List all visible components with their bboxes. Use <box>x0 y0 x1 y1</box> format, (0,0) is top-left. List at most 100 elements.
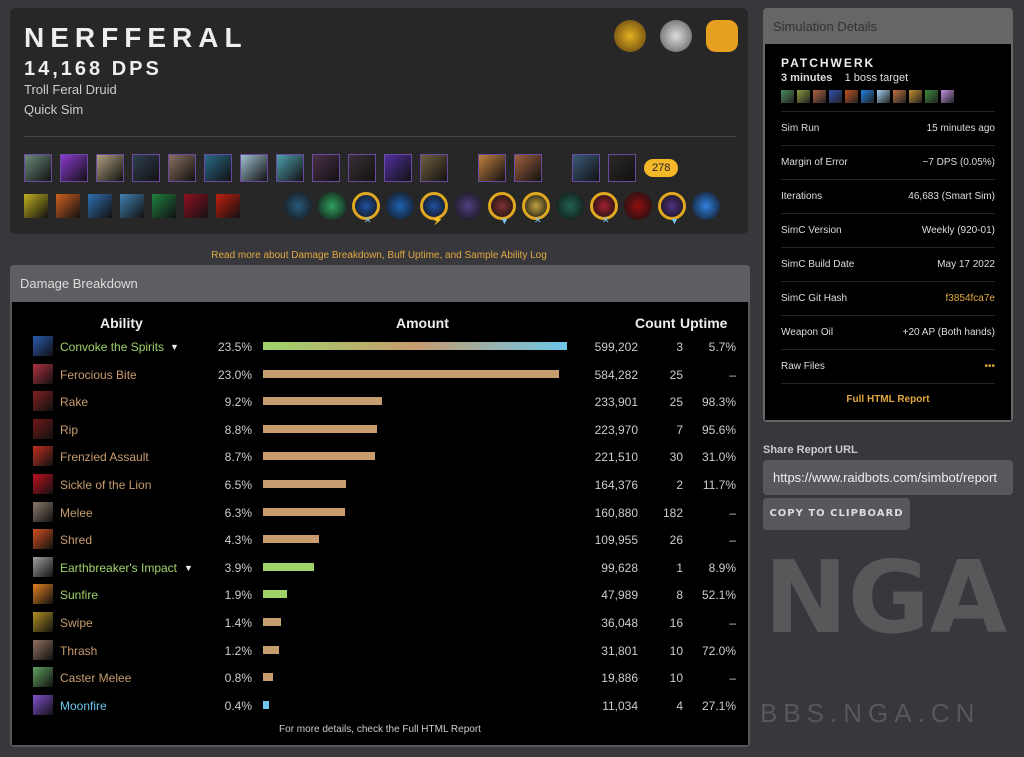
ability-percent: 23.0% <box>217 367 252 382</box>
soulbind-node-icon[interactable]: ✕ <box>352 192 380 225</box>
ability-name[interactable]: Shred <box>60 533 93 548</box>
ability-name[interactable]: Sunfire <box>60 588 99 603</box>
ability-name[interactable]: Earthbreaker's Impact <box>60 560 178 575</box>
table-row[interactable]: Sickle of the Lion 6.5% 164,376 2 11.7% <box>12 472 748 499</box>
read-more-link[interactable]: Read more about Damage Breakdown, Buff U… <box>211 250 547 261</box>
table-row[interactable]: Rip 8.8% 223,970 7 95.6% <box>12 417 748 444</box>
soulbind-node-icon[interactable]: ✕ <box>590 192 618 225</box>
ability-name[interactable]: Caster Melee <box>60 671 132 686</box>
ability-name[interactable]: Rip <box>60 422 79 437</box>
talent-icon[interactable] <box>120 194 144 218</box>
talent-icon[interactable] <box>184 194 208 218</box>
talent-icon[interactable] <box>152 194 176 218</box>
soulbind-node-icon[interactable] <box>284 192 312 220</box>
gear-item-icon[interactable] <box>348 154 376 182</box>
ability-uptime: 8.9% <box>708 560 736 575</box>
ability-name[interactable]: Melee <box>60 505 93 520</box>
share-url-input[interactable] <box>763 460 1013 495</box>
soulbind-node-icon[interactable] <box>692 192 720 220</box>
ability-name[interactable]: Moonfire <box>60 698 107 713</box>
talent-icon[interactable] <box>216 194 240 218</box>
soulbind-node-icon[interactable] <box>454 192 482 220</box>
ability-percent: 8.8% <box>224 422 252 437</box>
ability-name[interactable]: Convoke the Spirits <box>60 340 165 354</box>
sim-type: Quick Sim <box>24 102 84 117</box>
gear-item-icon[interactable] <box>96 154 124 182</box>
soulbind-node-icon[interactable]: ✕ <box>522 192 550 225</box>
soulbind-node-icon[interactable] <box>386 192 414 220</box>
gear-item-icon[interactable] <box>24 154 52 182</box>
table-row[interactable]: Convoke the Spirits ▼ 23.5% 599,202 3 5.7% <box>12 334 748 361</box>
gear-item-icon[interactable] <box>514 154 542 182</box>
ability-amount: 19,886 <box>601 671 638 686</box>
ability-uptime: 95.6% <box>701 422 736 437</box>
table-row[interactable]: Ferocious Bite 23.0% 584,282 25 – <box>12 362 748 389</box>
table-row[interactable]: Moonfire 0.4% 11,034 4 27.1% <box>12 693 748 720</box>
talent-icon[interactable] <box>56 194 80 218</box>
sim-detail-row: Raw Files ••• <box>781 350 995 384</box>
copy-to-clipboard-button[interactable]: COPY TO CLIPBOARD <box>763 498 910 530</box>
gear-item-icon[interactable] <box>168 154 196 182</box>
ability-name[interactable]: Swipe <box>60 616 93 630</box>
detail-value: +20 AP (Both hands) <box>902 327 995 338</box>
gear-item-icon[interactable] <box>312 154 340 182</box>
gear-item-icon[interactable] <box>240 154 268 182</box>
damage-bar <box>263 673 274 682</box>
ability-count: 3 <box>676 340 683 354</box>
ability-count: 25 <box>669 367 683 382</box>
ability-icon <box>33 584 53 605</box>
gear-item-icon[interactable] <box>420 154 448 182</box>
ability-amount: 11,034 <box>602 698 638 713</box>
gear-item-icon[interactable] <box>608 154 636 182</box>
ability-icon <box>33 612 53 632</box>
ability-name[interactable]: Frenzied Assault <box>60 450 149 465</box>
detail-value[interactable]: ••• <box>984 361 995 372</box>
gear-item-icon[interactable] <box>276 154 304 182</box>
expand-caret-icon[interactable]: ▼ <box>184 562 193 573</box>
character-spec: Troll Feral Druid <box>24 82 117 97</box>
ability-name[interactable]: Rake <box>60 395 89 410</box>
gear-item-icon[interactable] <box>572 154 600 182</box>
gear-item-icon[interactable] <box>60 154 88 182</box>
ability-name[interactable]: Thrash <box>60 643 98 658</box>
buff-icon <box>797 90 810 103</box>
table-row[interactable]: Earthbreaker's Impact ▼ 3.9% 99,628 1 8.9% <box>12 555 748 582</box>
table-row[interactable]: Rake 9.2% 233,901 25 98.3% <box>12 389 748 416</box>
expand-caret-icon[interactable]: ▼ <box>170 342 179 352</box>
gear-item-icon[interactable] <box>384 154 412 182</box>
gear-item-icon[interactable] <box>478 154 506 182</box>
ability-icon <box>33 363 53 384</box>
damage-bar <box>263 618 282 626</box>
talent-icon[interactable] <box>24 194 48 218</box>
table-row[interactable]: Shred 4.3% 109,955 26 – <box>12 527 748 554</box>
armory-icon[interactable] <box>660 20 692 52</box>
soulbind-node-icon[interactable] <box>624 192 652 220</box>
ability-percent: 3.9% <box>224 560 252 575</box>
ability-amount: 36,048 <box>601 616 638 630</box>
table-row[interactable]: Caster Melee 0.8% 19,886 10 – <box>12 665 748 692</box>
gear-item-icon[interactable] <box>204 154 232 182</box>
ability-name[interactable]: Sickle of the Lion <box>60 478 152 492</box>
raidbots-icon[interactable] <box>706 20 738 52</box>
table-row[interactable]: Sunfire 1.9% 47,989 8 52.1% <box>12 582 748 609</box>
buff-icon <box>813 90 826 103</box>
wow-logo-icon[interactable] <box>614 20 646 52</box>
detail-value[interactable]: f3854fca7e <box>945 293 996 304</box>
ability-icon <box>33 418 53 439</box>
soulbind-node-icon[interactable]: ▼ <box>658 192 686 226</box>
table-row[interactable]: Swipe 1.4% 36,048 16 – <box>12 610 748 637</box>
soulbind-node-icon[interactable]: ▼ <box>488 192 516 226</box>
soulbind-node-icon[interactable] <box>318 192 346 220</box>
ability-icon <box>33 694 53 715</box>
damage-bar <box>263 452 376 461</box>
soulbind-node-icon[interactable]: ⚡ <box>420 192 448 225</box>
table-row[interactable]: Frenzied Assault 8.7% 221,510 30 31.0% <box>12 444 748 471</box>
soulbind-node-icon[interactable] <box>556 192 584 220</box>
ability-name[interactable]: Ferocious Bite <box>60 367 137 382</box>
talent-icon[interactable] <box>88 194 112 218</box>
table-row[interactable]: Thrash 1.2% 31,801 10 72.0% <box>12 638 748 665</box>
gear-item-icon[interactable] <box>132 154 160 182</box>
table-row[interactable]: Melee 6.3% 160,880 182 – <box>12 500 748 527</box>
full-report-link[interactable]: Full HTML Report <box>846 394 930 405</box>
damage-bar <box>263 480 347 488</box>
